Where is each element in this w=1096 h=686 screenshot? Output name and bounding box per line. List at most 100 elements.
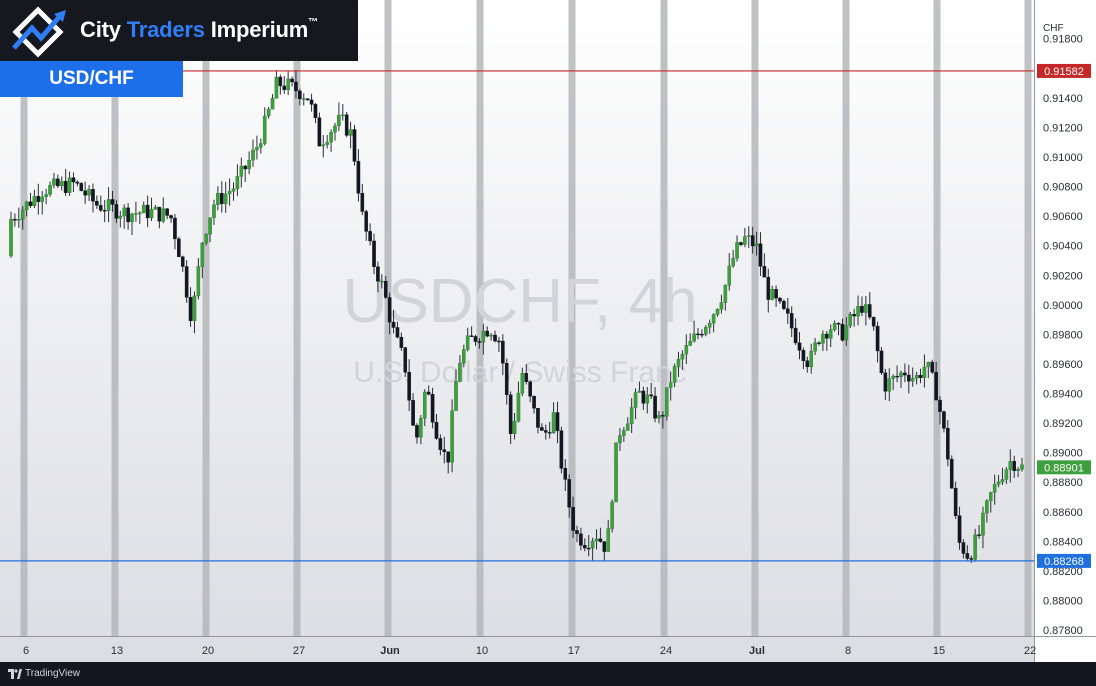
candle-bearish	[177, 238, 181, 258]
candle-bullish	[727, 265, 732, 286]
candle-bearish	[579, 533, 583, 546]
candle-bullish	[321, 144, 326, 147]
candle-bearish	[352, 129, 357, 162]
candle-bullish	[465, 335, 470, 350]
time-tick-label: 20	[202, 645, 214, 657]
candle-bearish	[805, 360, 810, 368]
candle-bearish	[524, 373, 529, 382]
time-tick-label: 6	[23, 645, 29, 657]
candle-bullish	[67, 177, 72, 193]
candle-bullish	[274, 76, 279, 99]
price-tick-label: 0.91200	[1043, 122, 1083, 134]
candle-bearish	[75, 181, 80, 184]
candle-bullish	[610, 501, 614, 529]
tradingview-logo-icon[interactable]	[8, 668, 22, 680]
candle-bullish	[239, 165, 244, 177]
candle-bearish	[368, 231, 372, 242]
price-tick-label: 0.88400	[1043, 536, 1083, 548]
candle-bearish	[473, 336, 478, 342]
candle-bearish	[602, 541, 607, 552]
candle-bullish	[212, 204, 216, 218]
candle-bearish	[852, 313, 856, 317]
candle-bearish	[403, 347, 408, 373]
last-price-label: 0.88901	[1044, 462, 1084, 474]
candle-bullish	[337, 114, 341, 127]
candle-bullish	[192, 295, 197, 321]
candle-bearish	[661, 415, 665, 417]
candle-bullish	[832, 323, 837, 330]
candle-bullish	[606, 528, 611, 552]
candle-bullish	[625, 423, 630, 431]
candle-bullish	[223, 193, 228, 205]
candle-bearish	[387, 297, 392, 323]
candle-bullish	[348, 129, 353, 136]
candle-bearish	[867, 304, 872, 318]
candle-bearish	[508, 394, 513, 434]
time-tick-label: 27	[293, 645, 305, 657]
candle-bearish	[309, 99, 314, 105]
footer-tradingview-label[interactable]: TradingView	[25, 668, 81, 679]
candle-bullish	[821, 333, 825, 344]
candle-bearish	[883, 372, 888, 392]
candle-bearish	[344, 114, 349, 136]
support-price-badge	[1037, 553, 1091, 568]
candle-bearish	[766, 276, 771, 300]
candle-bearish	[536, 408, 540, 428]
candle-bullish	[149, 209, 154, 219]
candle-bearish	[485, 330, 490, 337]
candle-bullish	[668, 382, 673, 388]
candle-bullish	[87, 189, 91, 196]
candle-bullish	[664, 387, 669, 417]
brand-logo-icon	[12, 6, 66, 58]
candle-bearish	[817, 342, 821, 344]
support-price-label: 0.88268	[1044, 556, 1084, 568]
candle-bearish	[641, 390, 646, 404]
brand-name-part3: Imperium	[204, 17, 309, 42]
candle-bearish	[407, 372, 411, 401]
candle-bullish	[200, 242, 205, 267]
candle-bearish	[567, 479, 571, 508]
candle-bearish	[571, 506, 575, 531]
candle-bullish	[266, 108, 271, 117]
candle-bullish	[746, 235, 751, 237]
candle-bullish	[516, 392, 521, 422]
candle-bullish	[208, 217, 212, 235]
candle-bearish	[965, 553, 970, 559]
candle-bullish	[17, 219, 21, 221]
brand-name-part1: City	[80, 17, 127, 42]
candle-bullish	[481, 330, 486, 343]
candle-bullish	[24, 201, 29, 211]
candle-bearish	[739, 242, 743, 245]
candle-bearish	[157, 206, 162, 222]
time-tick-label: Jun	[380, 645, 400, 657]
candle-bullish	[657, 415, 661, 419]
candle-bullish	[629, 407, 634, 425]
weekend-band	[660, 0, 668, 636]
candle-bullish	[259, 143, 263, 148]
candle-bearish	[493, 334, 497, 342]
candle-bullish	[422, 391, 427, 419]
candle-bullish	[1020, 464, 1024, 470]
candle-bearish	[949, 458, 954, 489]
candle-bullish	[59, 180, 64, 187]
candle-bearish	[977, 534, 981, 536]
candle-bullish	[204, 233, 208, 244]
candle-bearish	[785, 308, 790, 314]
candle-bullish	[680, 353, 685, 360]
candle-bullish	[340, 114, 345, 116]
candle-bullish	[196, 266, 201, 297]
candle-bullish	[672, 366, 677, 383]
candle-bullish	[828, 329, 833, 339]
candle-bullish	[711, 314, 716, 324]
candle-bullish	[614, 442, 618, 503]
candle-bullish	[622, 430, 626, 436]
candle-bearish	[532, 396, 536, 409]
candle-bearish	[563, 468, 568, 480]
price-tick-label: 0.91400	[1043, 93, 1083, 105]
candle-bearish	[165, 208, 169, 216]
candle-bullish	[32, 196, 37, 206]
footer-bar: TradingView	[0, 662, 1096, 686]
candle-bullish	[926, 361, 931, 368]
